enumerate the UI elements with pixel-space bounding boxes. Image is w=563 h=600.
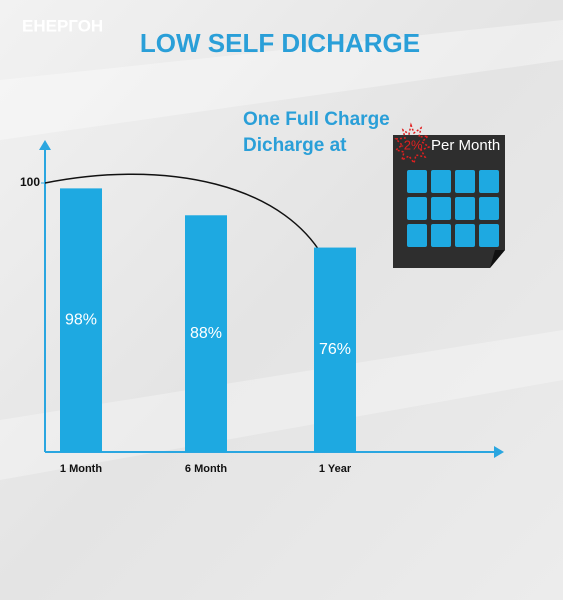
trend-arrow [44,173,332,272]
background-streak [0,330,563,480]
chart-title: LOW SELF DICHARGE [140,28,420,58]
x-tick-label: 1 Year [319,463,352,475]
value-label: 88% [190,325,222,342]
calendar-cell [431,224,451,247]
watermark: ЕНЕРГОН [22,16,103,35]
annotation: One Full Charge [243,109,390,130]
annotation: Dicharge at [243,135,347,156]
calendar-cell [431,197,451,220]
calendar-cell [455,224,475,247]
calendar-cell [479,197,499,220]
calendar-cell [407,197,427,220]
calendar-cell [455,197,475,220]
calendar-icon: -2% Per Month [393,122,505,268]
x-tick-label: 6 Month [185,463,227,475]
bar [314,247,356,452]
calendar-cell [431,170,451,193]
y-axis-arrow [39,140,51,150]
bar [60,188,102,452]
calendar-cell [407,170,427,193]
calendar-cell [479,224,499,247]
calendar-cell [479,170,499,193]
calendar-cell [407,224,427,247]
bar [185,215,227,452]
value-label: 98% [65,311,97,328]
value-label: 76% [319,341,351,358]
x-tick-label: 1 Month [60,463,102,475]
badge-period: Per Month [431,137,500,154]
badge-change: -2% [399,137,423,152]
x-axis-arrow [494,446,504,458]
background-streak [0,20,563,140]
calendar-cell [455,170,475,193]
y-tick-label: 100 [20,175,40,189]
